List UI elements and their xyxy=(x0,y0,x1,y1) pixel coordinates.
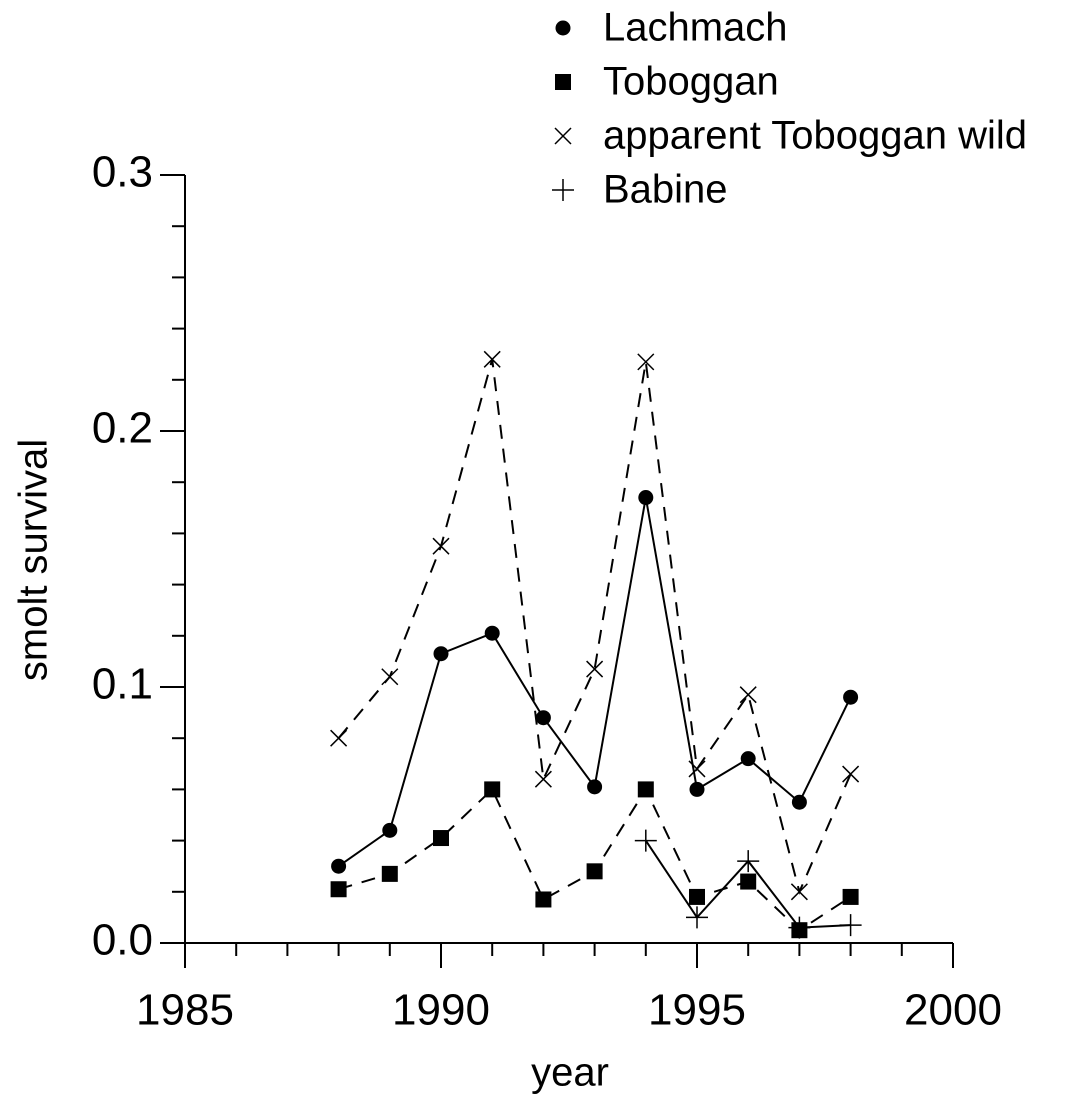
legend-marker xyxy=(552,179,574,201)
point xyxy=(689,781,705,797)
point xyxy=(535,710,551,726)
point xyxy=(739,686,757,704)
series-line xyxy=(337,359,852,895)
point xyxy=(433,646,449,662)
point xyxy=(637,781,654,798)
point xyxy=(381,668,399,686)
legend-marker xyxy=(554,127,572,145)
y-tick-label: 0.0 xyxy=(92,916,153,965)
point xyxy=(484,625,500,641)
point xyxy=(586,863,603,880)
point xyxy=(432,537,450,555)
x-tick-label: 1985 xyxy=(136,986,234,1035)
point xyxy=(382,822,398,838)
point xyxy=(483,350,501,368)
legend-marker xyxy=(555,20,571,36)
point xyxy=(535,891,552,908)
point xyxy=(331,858,347,874)
point xyxy=(740,873,757,890)
x-axis-label: year xyxy=(531,1051,609,1095)
point xyxy=(638,490,654,506)
point xyxy=(689,888,705,905)
legend-text: Babine xyxy=(603,168,728,212)
point xyxy=(740,751,756,767)
point xyxy=(737,850,760,873)
point xyxy=(791,794,807,810)
point xyxy=(330,881,347,898)
point xyxy=(688,760,706,778)
point xyxy=(534,770,552,788)
y-tick-label: 0.3 xyxy=(92,148,153,197)
point xyxy=(842,888,859,905)
point xyxy=(634,829,657,852)
point xyxy=(839,914,862,937)
x-tick-label: 1995 xyxy=(648,986,746,1035)
point xyxy=(790,883,808,901)
y-tick-label: 0.1 xyxy=(92,660,153,709)
point xyxy=(637,353,655,371)
point xyxy=(381,865,398,882)
y-axis-label: smolt survival xyxy=(12,439,56,681)
point xyxy=(330,729,348,747)
point xyxy=(686,906,708,929)
point xyxy=(842,765,860,783)
series-line xyxy=(338,497,852,868)
x-tick-label: 2000 xyxy=(904,986,1002,1035)
point xyxy=(788,916,811,939)
x-tick-label: 1990 xyxy=(392,986,490,1035)
legend-text: Toboggan xyxy=(603,60,779,104)
point xyxy=(484,781,501,798)
point xyxy=(586,660,604,678)
legend-marker xyxy=(555,74,571,90)
point xyxy=(433,830,449,847)
legend-text: Lachmach xyxy=(603,6,788,50)
y-tick-label: 0.2 xyxy=(92,404,153,453)
point xyxy=(843,689,859,705)
legend-text: apparent Toboggan wild xyxy=(603,114,1027,158)
series-line xyxy=(338,787,852,932)
point xyxy=(587,779,603,795)
